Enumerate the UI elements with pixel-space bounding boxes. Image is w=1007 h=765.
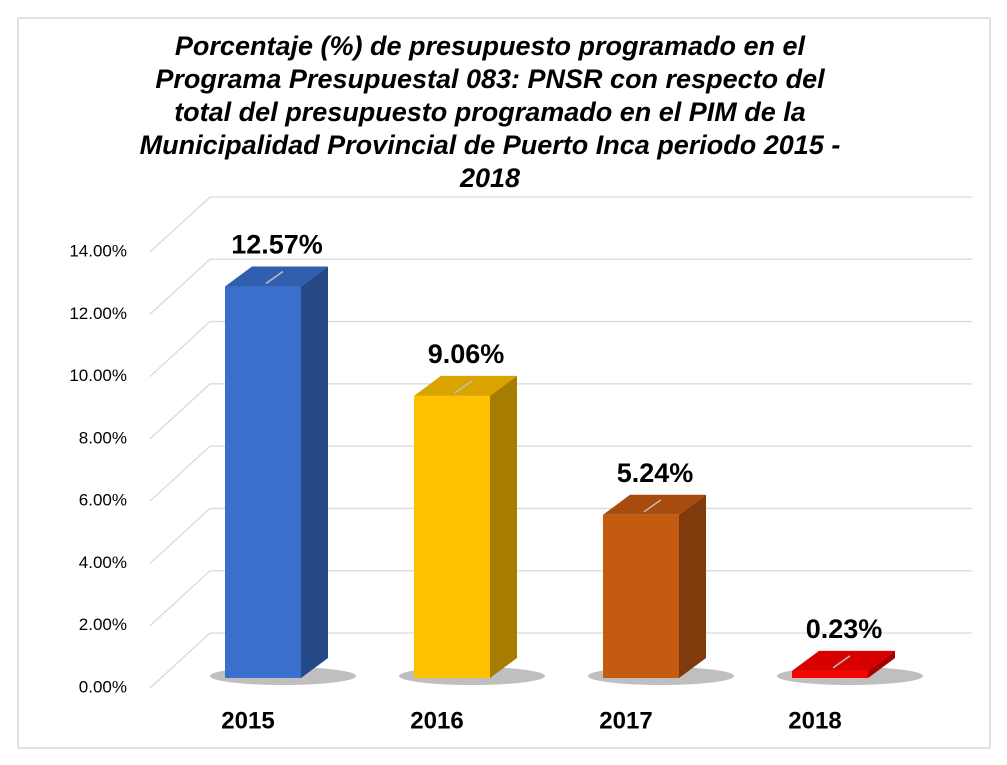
- chart-title: Porcentaje (%) de presupuesto programado…: [139, 31, 841, 193]
- data-label: 9.06%: [428, 339, 505, 369]
- grid-line: [149, 258, 972, 315]
- bar: [414, 395, 490, 678]
- y-tick-label: 4.00%: [79, 553, 127, 572]
- label-leader: [643, 499, 662, 513]
- y-tick-label: 2.00%: [79, 615, 127, 634]
- grid-line: [149, 507, 972, 564]
- bar-side-shade: [490, 375, 517, 678]
- bar: [792, 670, 868, 678]
- y-tick-label: 12.00%: [69, 304, 127, 323]
- chart-frame: [17, 17, 991, 749]
- bar-side: [868, 650, 895, 678]
- bar-side: [490, 375, 517, 678]
- bar: [603, 514, 679, 678]
- label-leader: [454, 380, 473, 394]
- y-tick-label: 14.00%: [69, 241, 127, 260]
- bar-side-shade: [301, 266, 328, 678]
- label-leader: [832, 655, 851, 669]
- label-leader: [265, 270, 284, 285]
- bar: [225, 286, 301, 678]
- data-label: 0.23%: [806, 614, 883, 644]
- bar-side-shade: [868, 650, 895, 678]
- y-tick-label: 8.00%: [79, 428, 127, 447]
- x-tick-label: 2016: [410, 707, 463, 734]
- grid-line: [149, 632, 972, 689]
- x-tick-label: 2015: [221, 707, 274, 734]
- x-tick-label: 2018: [788, 707, 841, 734]
- y-tick-label: 0.00%: [79, 677, 127, 696]
- bar-side: [679, 494, 706, 678]
- y-tick-label: 10.00%: [69, 366, 127, 385]
- data-label: 5.24%: [617, 458, 694, 488]
- y-tick-label: 6.00%: [79, 491, 127, 510]
- grid-line: [149, 196, 972, 253]
- grid-line: [149, 445, 972, 502]
- x-tick-label: 2017: [599, 707, 652, 734]
- data-label: 12.57%: [231, 230, 323, 260]
- grid-line: [149, 320, 972, 378]
- grid-line: [149, 383, 972, 440]
- bar-side-shade: [679, 494, 706, 678]
- grid-line: [149, 570, 972, 627]
- bar-side: [301, 266, 328, 678]
